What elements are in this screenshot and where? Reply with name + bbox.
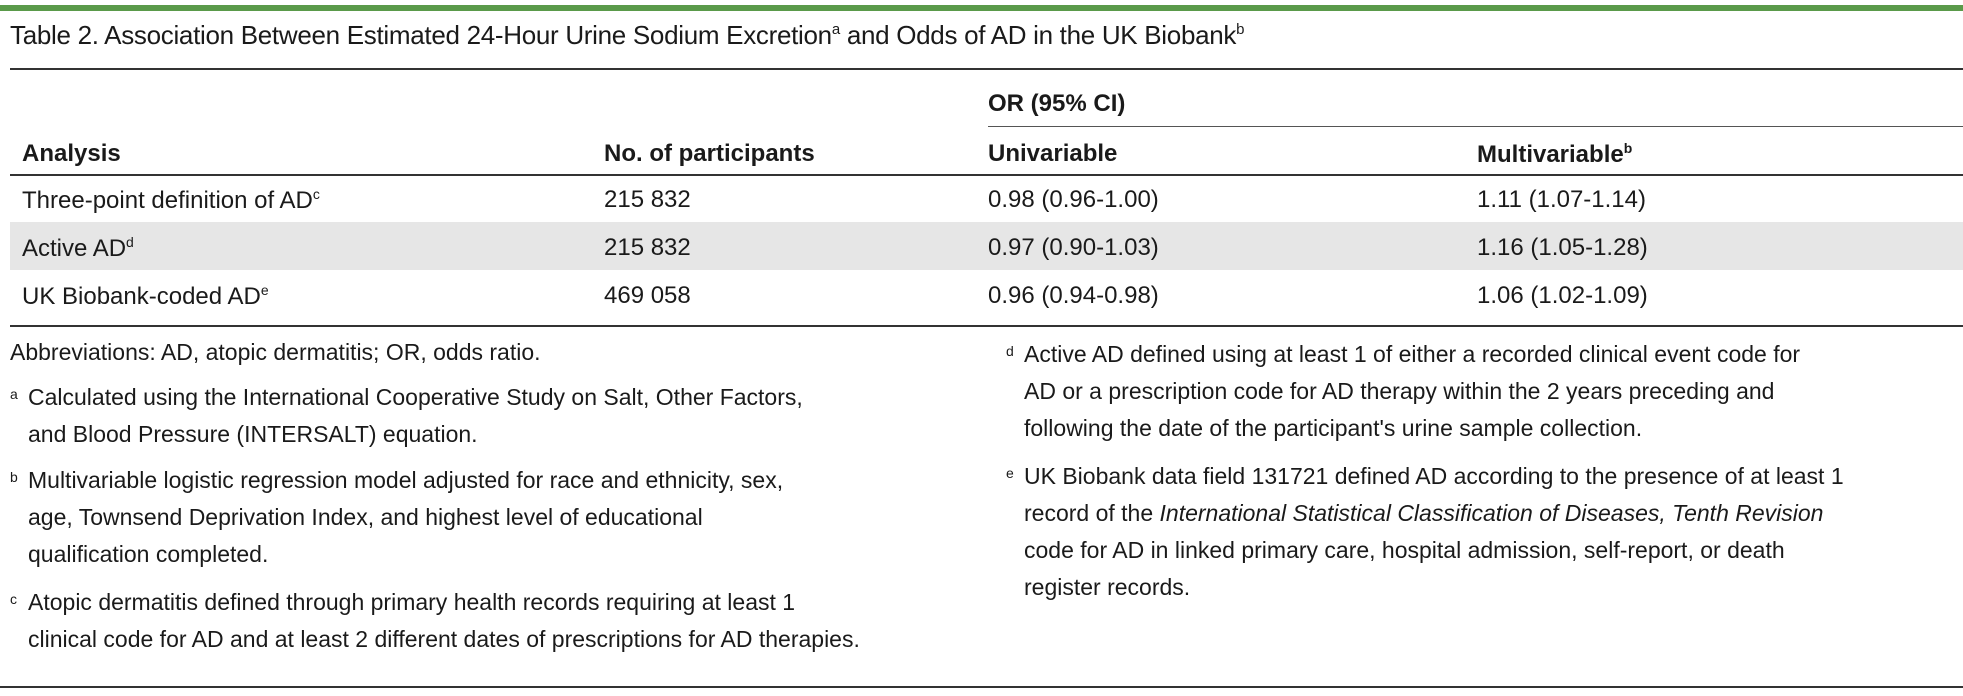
top-accent-rule [0, 5, 1963, 11]
row-3-multivariable: 1.06 (1.02-1.09) [1477, 282, 1648, 309]
row-3-univariable: 0.96 (0.94-0.98) [988, 282, 1159, 309]
group-header-rule [988, 126, 1963, 127]
footnote-d: d Active AD defined using at least 1 of … [1006, 341, 1801, 441]
footnote-e: e UK Biobank data field 131721 defined A… [1006, 463, 1844, 600]
footnote-c: c Atopic dermatitis defined through prim… [10, 589, 860, 652]
header-multivariable: Multivariableb [1477, 140, 1633, 168]
header-participants: No. of participants [604, 140, 815, 167]
row-1-univariable: 0.98 (0.96-1.00) [988, 186, 1159, 213]
footnote-a: a Calculated using the International Coo… [10, 384, 803, 447]
row-2-analysis: Active ADd [22, 234, 134, 262]
header-bottom-rule [10, 174, 1963, 176]
row-2-univariable: 0.97 (0.90-1.03) [988, 234, 1159, 261]
header-univariable: Univariable [988, 140, 1118, 167]
row-1-participants: 215 832 [604, 186, 691, 213]
page-bottom-rule [0, 686, 1963, 688]
header-analysis: Analysis [22, 140, 121, 167]
footnote-abbreviations: Abbreviations: AD, atopic dermatitis; OR… [10, 339, 541, 365]
row-2-multivariable: 1.16 (1.05-1.28) [1477, 234, 1648, 261]
group-header-or: OR (95% CI) [988, 90, 1126, 117]
footnote-b: b Multivariable logistic regression mode… [10, 467, 784, 567]
header-top-rule [10, 68, 1963, 70]
row-3-participants: 469 058 [604, 282, 691, 309]
row-3-analysis: UK Biobank-coded ADe [22, 282, 269, 310]
row-1-analysis: Three-point definition of ADc [22, 186, 320, 214]
row-1-multivariable: 1.11 (1.07-1.14) [1477, 186, 1646, 213]
row-2-participants: 215 832 [604, 234, 691, 261]
row-2-shading [10, 222, 1963, 270]
table-title: Table 2. Association Between Estimated 2… [10, 20, 1245, 50]
table-bottom-rule [10, 325, 1963, 327]
